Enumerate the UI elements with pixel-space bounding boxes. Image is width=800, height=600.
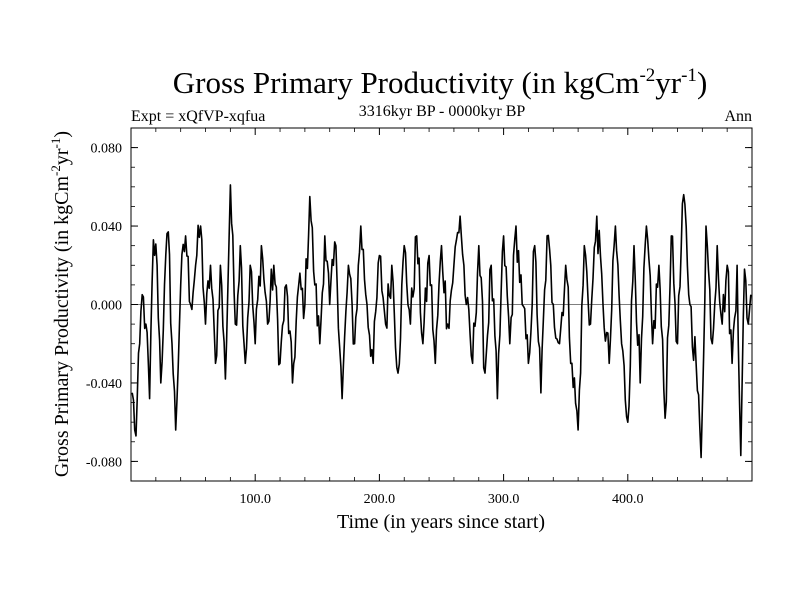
subtitle-period: 3316kyr BP - 0000kyr BP [359,103,526,120]
y-tick-label: 0.040 [91,220,123,235]
x-tick-label: 300.0 [488,492,520,507]
y-axis-ticks: -0.080 -0.040 0.000 0.040 0.080 [86,127,752,482]
y-tick-label: -0.080 [86,455,122,470]
x-tick-label: 100.0 [239,492,271,507]
y-tick-label: -0.040 [86,377,122,392]
y-tick-label: 0.000 [91,299,123,314]
chart-title: Gross Primary Productivity (in kgCm-2yr-… [173,65,708,100]
x-axis-label: Time (in years since start) [337,511,545,533]
x-tick-label: 400.0 [612,492,644,507]
subtitle-season: Ann [724,108,752,125]
gpp-series-line [131,184,752,459]
y-tick-label: 0.080 [91,142,123,157]
y-axis-label: Gross Primary Productivity (in kgCm-2yr-… [48,131,73,477]
subtitle-experiment: Expt = xQfVP-xqfua [131,108,265,125]
x-tick-label: 200.0 [364,492,396,507]
x-axis-ticks: 100.0 200.0 300.0 400.0 [155,128,728,507]
